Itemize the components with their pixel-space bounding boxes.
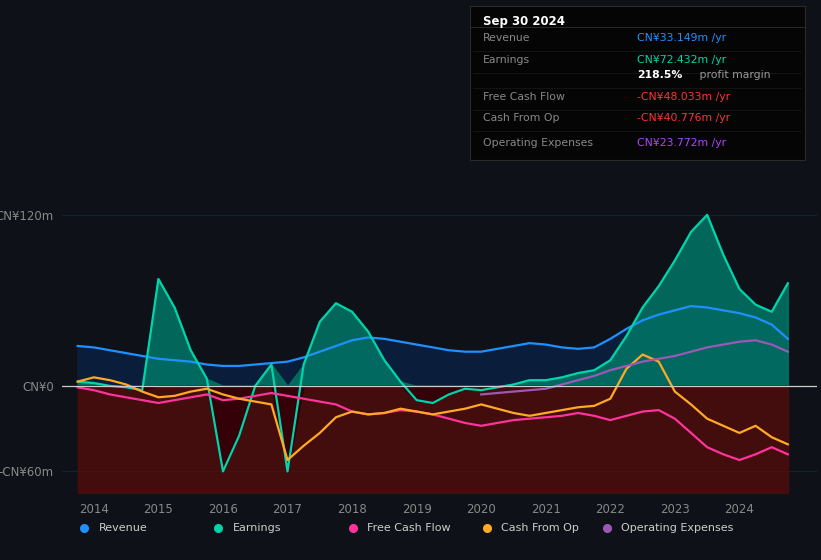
Text: CN¥33.149m /yr: CN¥33.149m /yr	[637, 34, 727, 43]
Text: profit margin: profit margin	[695, 71, 770, 80]
Text: -CN¥48.033m /yr: -CN¥48.033m /yr	[637, 92, 730, 102]
Text: Earnings: Earnings	[232, 523, 281, 533]
Text: CN¥72.432m /yr: CN¥72.432m /yr	[637, 55, 727, 65]
Text: Free Cash Flow: Free Cash Flow	[483, 92, 565, 102]
Text: Cash From Op: Cash From Op	[501, 523, 579, 533]
Text: 218.5%: 218.5%	[637, 71, 682, 80]
Text: Operating Expenses: Operating Expenses	[483, 138, 593, 148]
Text: Operating Expenses: Operating Expenses	[621, 523, 733, 533]
Text: Revenue: Revenue	[483, 34, 530, 43]
Text: -CN¥40.776m /yr: -CN¥40.776m /yr	[637, 114, 730, 123]
Text: Revenue: Revenue	[99, 523, 147, 533]
Text: Free Cash Flow: Free Cash Flow	[367, 523, 451, 533]
Text: Sep 30 2024: Sep 30 2024	[483, 15, 565, 28]
Text: Earnings: Earnings	[483, 55, 530, 65]
Text: Cash From Op: Cash From Op	[483, 114, 559, 123]
Text: CN¥23.772m /yr: CN¥23.772m /yr	[637, 138, 727, 148]
